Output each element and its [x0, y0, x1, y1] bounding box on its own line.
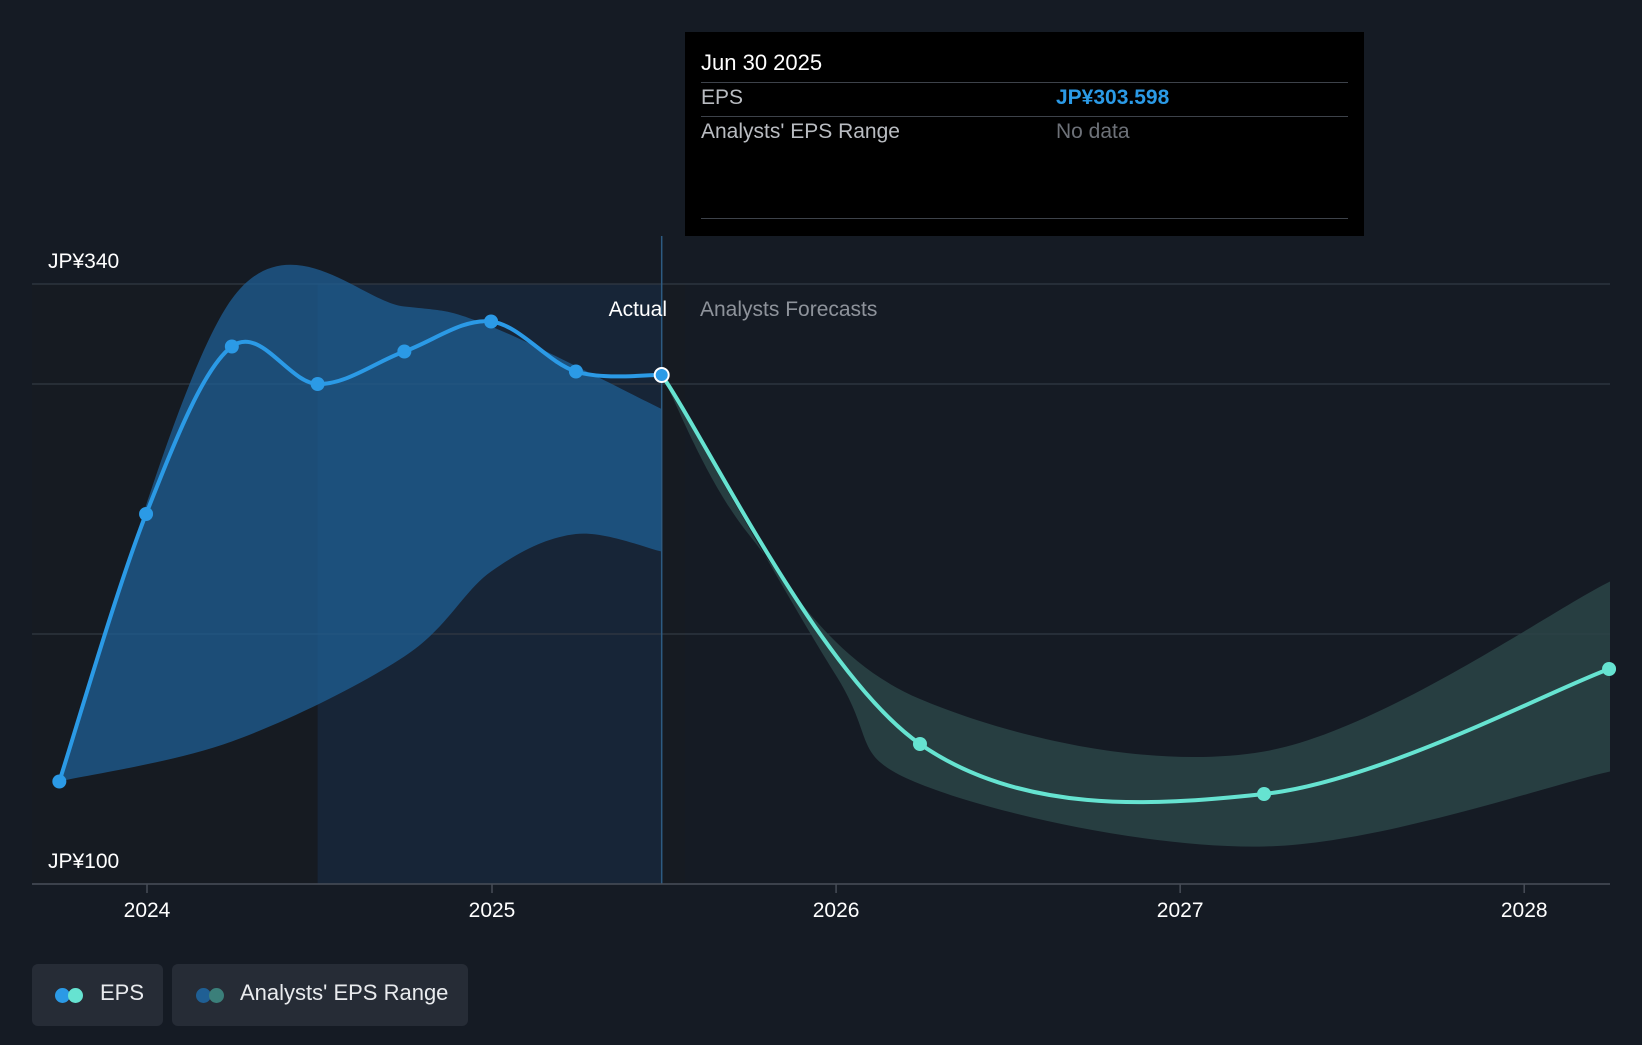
- eps-line-forecast: [659, 373, 1612, 805]
- eps-actual-dot-icon: [55, 988, 70, 1003]
- legend-range-label: Analysts' EPS Range: [240, 980, 449, 1005]
- tooltip-range-value: No data: [1056, 120, 1130, 143]
- eps-point[interactable]: [139, 507, 154, 521]
- tooltip-eps-label: EPS: [701, 86, 744, 109]
- eps-selected-point[interactable]: [653, 367, 670, 384]
- eps-point[interactable]: [912, 737, 927, 751]
- eps-point[interactable]: [397, 344, 412, 359]
- actual-label: Actual: [609, 298, 667, 321]
- x-tick-label: 2024: [124, 899, 171, 922]
- eps-point[interactable]: [1257, 787, 1272, 801]
- eps-point[interactable]: [568, 364, 583, 379]
- tooltip-divider: [701, 218, 1348, 219]
- eps-point[interactable]: [310, 377, 325, 391]
- tooltip: Jun 30 2025 EPS JP¥303.598 Analysts' EPS…: [685, 32, 1364, 236]
- y-label-bottom: JP¥100: [48, 850, 119, 873]
- x-tick-label: 2026: [813, 899, 860, 922]
- x-axis-ticks: 2024 2025 2026 2027 2028: [124, 884, 1548, 922]
- eps-point[interactable]: [224, 339, 239, 354]
- range-forecast-dot-icon: [209, 988, 224, 1003]
- legend-eps-button[interactable]: EPS: [32, 964, 163, 1026]
- legend-range-button[interactable]: Analysts' EPS Range: [172, 964, 468, 1026]
- eps-point[interactable]: [484, 314, 499, 329]
- eps-point[interactable]: [52, 774, 67, 789]
- tooltip-date: Jun 30 2025: [701, 50, 823, 75]
- tooltip-divider: [701, 116, 1348, 117]
- range-area-actual: [59, 264, 662, 782]
- legend-eps-label: EPS: [100, 980, 145, 1005]
- eps-point[interactable]: [1602, 662, 1617, 676]
- tooltip-divider: [701, 82, 1348, 83]
- forecast-label: Analysts Forecasts: [700, 298, 877, 321]
- eps-points: [52, 314, 1617, 801]
- tooltip-eps-value: JP¥303.598: [1056, 86, 1170, 109]
- x-tick-label: 2025: [469, 899, 516, 922]
- x-tick-label: 2027: [1157, 899, 1204, 922]
- range-actual-dot-icon: [196, 988, 211, 1003]
- x-tick-label: 2028: [1501, 899, 1548, 922]
- eps-forecast-dot-icon: [68, 988, 83, 1003]
- y-label-top: JP¥340: [48, 250, 119, 273]
- tooltip-range-label: Analysts' EPS Range: [701, 120, 900, 143]
